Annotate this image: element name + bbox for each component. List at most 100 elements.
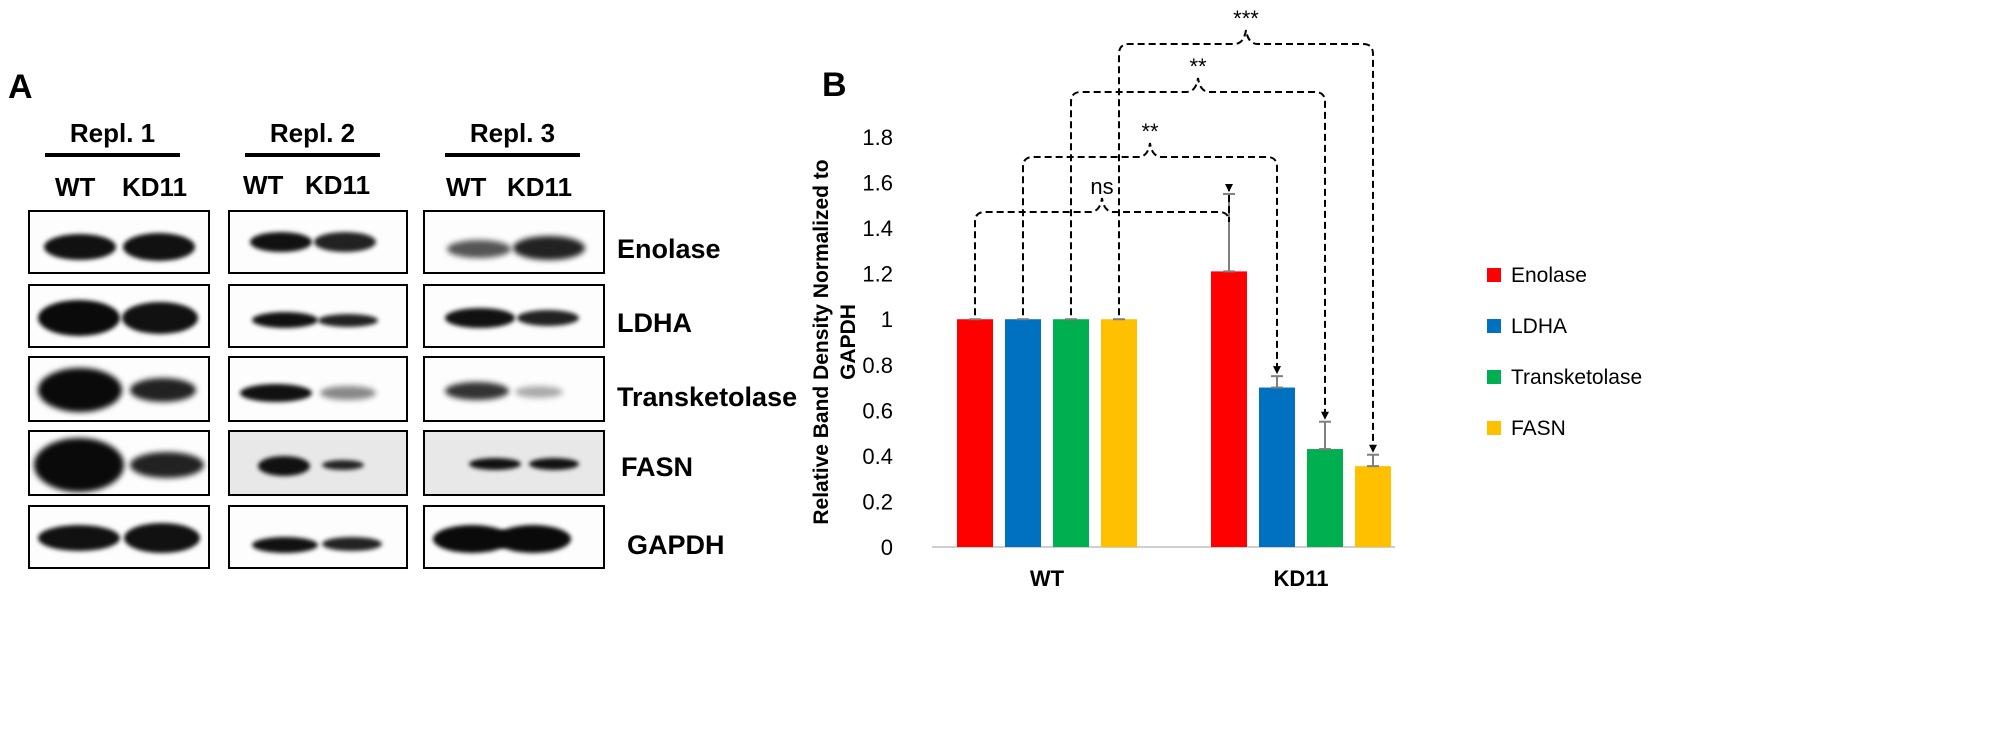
y-tick-label: 0.4 xyxy=(862,444,893,469)
band xyxy=(124,523,200,553)
band xyxy=(34,438,124,492)
band xyxy=(495,525,571,553)
blot-ldha-repl-2 xyxy=(228,284,408,348)
blot-fasn-repl-3 xyxy=(423,430,605,496)
legend-label: LDHA xyxy=(1511,315,1567,338)
y-tick-labels: 0 0.2 0.4 0.6 0.8 1 1.2 1.4 1.6 1.8 xyxy=(862,125,893,560)
repl-3-lane-kd11: KD11 xyxy=(507,172,573,202)
y-tick-label: 0.6 xyxy=(862,398,893,423)
bar xyxy=(957,319,993,547)
band xyxy=(529,458,579,470)
significance-brackets: ns******* xyxy=(974,6,1377,453)
band xyxy=(122,302,198,334)
band xyxy=(320,386,376,400)
significance-bracket xyxy=(1070,77,1326,416)
blot-fasn-repl-2 xyxy=(228,430,408,496)
significance-label: ** xyxy=(1189,54,1207,79)
band xyxy=(252,537,318,553)
blot-enolase-repl-3 xyxy=(423,210,605,274)
repl-1-lane-wt: WT xyxy=(55,172,96,202)
legend-swatch xyxy=(1487,421,1501,435)
blot-enolase-repl-2 xyxy=(228,210,408,274)
blot-ldha-repl-3 xyxy=(423,284,605,348)
blot-transketolase-repl-1 xyxy=(28,356,210,422)
legend-swatch xyxy=(1487,319,1501,333)
significance-bracket xyxy=(1022,142,1278,371)
blot-enolase-repl-1 xyxy=(28,210,210,274)
y-tick-label: 1 xyxy=(881,307,893,332)
repl-2-lane-kd11: KD11 xyxy=(305,170,371,200)
band xyxy=(38,368,122,412)
blot-gapdh-repl-3 xyxy=(423,505,605,569)
protein-label-enolase: Enolase xyxy=(617,234,721,264)
band xyxy=(515,386,563,398)
repl-3-underline xyxy=(445,153,580,157)
significance-label: *** xyxy=(1233,6,1259,31)
bar xyxy=(1355,466,1391,547)
band xyxy=(318,314,378,327)
significance-label: ns xyxy=(1090,174,1113,199)
bar xyxy=(1005,319,1041,547)
band xyxy=(250,232,312,252)
band xyxy=(469,458,521,470)
band xyxy=(447,240,511,258)
repl-1-title: Repl. 1 xyxy=(69,118,156,148)
legend: Enolase LDHA Transketolase FASN xyxy=(1487,264,1642,440)
protein-label-ldha: LDHA xyxy=(617,308,692,338)
significance-bracket xyxy=(1118,29,1374,449)
repl-3-lane-wt: WT xyxy=(446,172,487,202)
y-tick-label: 1.8 xyxy=(862,125,893,150)
bracket-arrowhead xyxy=(1369,444,1377,453)
blot-transketolase-repl-3 xyxy=(423,356,605,422)
y-tick-label: 1.4 xyxy=(862,216,893,241)
band xyxy=(38,525,120,551)
band xyxy=(130,452,204,478)
x-category-label: WT xyxy=(1030,566,1065,591)
band xyxy=(44,234,116,260)
band xyxy=(252,312,318,328)
bracket-arrowhead xyxy=(1225,183,1233,192)
blot-gapdh-repl-2 xyxy=(228,505,408,569)
band xyxy=(322,460,364,470)
bar xyxy=(1101,319,1137,547)
band xyxy=(322,537,382,551)
band xyxy=(123,233,195,261)
significance-label: ** xyxy=(1141,119,1159,144)
legend-swatch xyxy=(1487,370,1501,384)
band xyxy=(314,232,376,252)
bar xyxy=(1211,271,1247,547)
repl-2-title: Repl. 2 xyxy=(269,118,356,148)
band xyxy=(38,300,120,336)
repl-3-title: Repl. 3 xyxy=(469,118,556,148)
y-tick-label: 1.6 xyxy=(862,171,893,196)
band xyxy=(513,236,585,260)
panel-a-letter: A xyxy=(8,68,33,106)
bracket-arrowhead xyxy=(1321,411,1329,420)
y-axis-label: Relative Band Density Normalized to GAPDH xyxy=(810,159,860,524)
legend-label: FASN xyxy=(1511,417,1566,440)
bar xyxy=(1053,319,1089,547)
blot-transketolase-repl-2 xyxy=(228,356,408,422)
repl-1-underline xyxy=(45,153,180,157)
band xyxy=(240,384,312,402)
blot-gapdh-repl-1 xyxy=(28,505,210,569)
y-tick-label: 0.8 xyxy=(862,353,893,378)
blot-fasn-repl-1 xyxy=(28,430,210,496)
y-tick-label: 1.2 xyxy=(862,262,893,287)
x-category-labels: WT KD11 xyxy=(1030,566,1329,591)
legend-label: Enolase xyxy=(1511,264,1587,287)
band xyxy=(130,378,196,402)
bar xyxy=(1259,387,1295,547)
band xyxy=(445,382,509,400)
y-axis-label-line: Relative Band Density Normalized to xyxy=(810,159,833,524)
band xyxy=(258,456,310,476)
protein-label-transketolase: Transketolase xyxy=(617,382,798,412)
panel-b-letter: B xyxy=(822,66,847,104)
repl-2-lane-wt: WT xyxy=(243,170,284,200)
repl-2-underline xyxy=(245,153,380,157)
protein-label-gapdh: GAPDH xyxy=(627,530,725,560)
bar xyxy=(1307,449,1343,547)
band xyxy=(445,308,515,328)
y-tick-label: 0 xyxy=(881,535,893,560)
